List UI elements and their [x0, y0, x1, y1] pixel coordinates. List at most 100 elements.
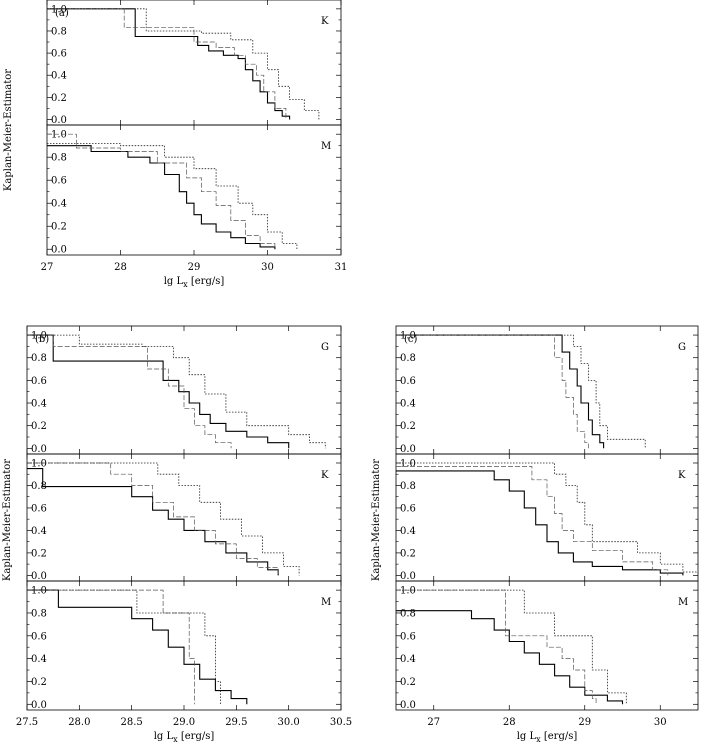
panel-label: (a)	[55, 8, 69, 19]
series-line-solid	[27, 334, 290, 449]
series-line-dash	[27, 589, 195, 705]
panel-frame	[26, 453, 342, 582]
series-line-dash	[47, 8, 287, 120]
series-line-dash	[27, 334, 232, 449]
y-tick-label: 1.0	[51, 130, 67, 141]
y-tick-label: 0.2	[51, 222, 67, 233]
y-tick-label: 0.8	[400, 353, 416, 364]
panel-label: (b)	[35, 334, 49, 345]
y-tick-label: 0.8	[51, 26, 67, 37]
subpanel-label: M	[321, 597, 331, 608]
y-tick-label: 0.2	[31, 677, 47, 688]
x-tick-label: 28	[503, 717, 516, 728]
y-tick-label: 1.0	[31, 331, 47, 342]
y-tick-label: 0.4	[51, 71, 67, 82]
y-tick-label: 0.2	[31, 421, 47, 432]
subpanel-label: K	[678, 470, 686, 481]
y-axis-label: Kaplan-Meier-Estimator	[2, 459, 13, 581]
y-tick-label: 0.0	[31, 571, 47, 582]
x-tick-label: 27	[427, 717, 440, 728]
series-line-solid	[47, 145, 276, 250]
series-line-dash	[27, 462, 279, 576]
panel-frame	[395, 325, 699, 455]
y-tick-label: 1.0	[400, 331, 416, 342]
x-tick-label: 29.5	[225, 717, 247, 728]
x-tick-label: 29	[188, 262, 201, 273]
y-tick-label: 0.2	[400, 548, 416, 559]
series-line-solid	[396, 334, 605, 449]
y-axis-label: Kaplan-Meier-Estimator	[371, 459, 382, 581]
panel-frame	[26, 580, 342, 711]
x-tick-label: 31	[335, 262, 348, 273]
y-tick-label: 0.8	[400, 481, 416, 492]
y-tick-label: 0.4	[400, 526, 416, 537]
series-line-dot	[27, 334, 326, 449]
y-tick-label: 1.0	[31, 458, 47, 469]
y-tick-label: 1.0	[400, 458, 416, 469]
series-line-dot	[47, 143, 298, 250]
series-line-dot	[396, 589, 627, 705]
x-tick-label: 30	[261, 262, 274, 273]
subpanel-label: M	[321, 141, 331, 152]
y-tick-label: 0.6	[400, 376, 416, 387]
y-tick-label: 0.8	[51, 153, 67, 164]
y-tick-label: 0.8	[31, 608, 47, 619]
y-axis-label: Kaplan-Meier-Estimator	[3, 69, 14, 191]
y-tick-label: 0.8	[400, 608, 416, 619]
y-tick-label: 0.6	[400, 631, 416, 642]
x-tick-label: 27.5	[16, 717, 38, 728]
x-axis-label: lg Lx [erg/s]	[517, 731, 578, 744]
y-tick-label: 0.4	[31, 654, 47, 665]
series-line-solid	[27, 589, 248, 705]
x-axis-label: lg Lx [erg/s]	[154, 731, 215, 744]
y-tick-label: 0.0	[31, 444, 47, 455]
series-line-solid	[27, 468, 279, 576]
y-tick-label: 0.4	[400, 399, 416, 410]
y-tick-label: 0.8	[31, 353, 47, 364]
x-tick-label: 29	[578, 717, 591, 728]
chart-b: 0.0 0.2 0.4 0.6 0.8 1.0 G (b) 0.0 0.2 0.4 0.6 0.8 1.0…	[2, 325, 352, 744]
x-tick-label: 29.0	[173, 717, 195, 728]
series-line-solid	[396, 470, 684, 576]
subpanel-label: K	[321, 16, 329, 27]
y-tick-label: 0.4	[31, 399, 47, 410]
subpanel-label: M	[678, 597, 688, 608]
y-tick-label: 0.6	[51, 176, 67, 187]
y-tick-label: 1.0	[31, 586, 47, 597]
x-tick-label: 30.5	[330, 717, 352, 728]
y-tick-label: 0.0	[51, 245, 67, 256]
x-tick-label: 28.5	[121, 717, 143, 728]
y-tick-label: 0.4	[51, 199, 67, 210]
y-tick-label: 1.0	[400, 586, 416, 597]
subpanel-label: G	[321, 342, 329, 353]
x-tick-label: 30.0	[278, 717, 300, 728]
y-tick-label: 0.4	[31, 526, 47, 537]
x-tick-label: 30	[654, 717, 667, 728]
y-tick-label: 0.0	[400, 444, 416, 455]
series-line-dot	[27, 589, 221, 705]
y-tick-label: 0.8	[31, 481, 47, 492]
panel-label: (c)	[404, 334, 418, 345]
y-tick-label: 0.0	[400, 571, 416, 582]
y-tick-label: 1.0	[51, 4, 67, 15]
y-tick-label: 0.2	[400, 421, 416, 432]
y-tick-label: 0.2	[51, 93, 67, 104]
y-tick-label: 0.6	[400, 503, 416, 514]
series-line-dot	[47, 8, 320, 120]
panel-frame	[395, 580, 699, 711]
y-tick-label: 0.6	[31, 376, 47, 387]
x-tick-label: 28	[114, 262, 127, 273]
series-line-dash	[396, 589, 597, 705]
y-tick-label: 0.2	[400, 677, 416, 688]
y-tick-label: 0.6	[51, 49, 67, 60]
subpanel-label: G	[678, 342, 686, 353]
subpanel-label: K	[321, 470, 329, 481]
y-tick-label: 0.6	[31, 631, 47, 642]
chart-c: 0.0 0.2 0.4 0.6 0.8 1.0 G (c) 0.0 0.2 0.4 0.6 0.8 1.0…	[371, 325, 699, 744]
series-line-dash	[396, 466, 669, 576]
series-line-dot	[27, 462, 300, 576]
y-tick-label: 0.6	[31, 503, 47, 514]
series-line-solid	[396, 610, 624, 705]
series-line-dash	[396, 334, 589, 449]
